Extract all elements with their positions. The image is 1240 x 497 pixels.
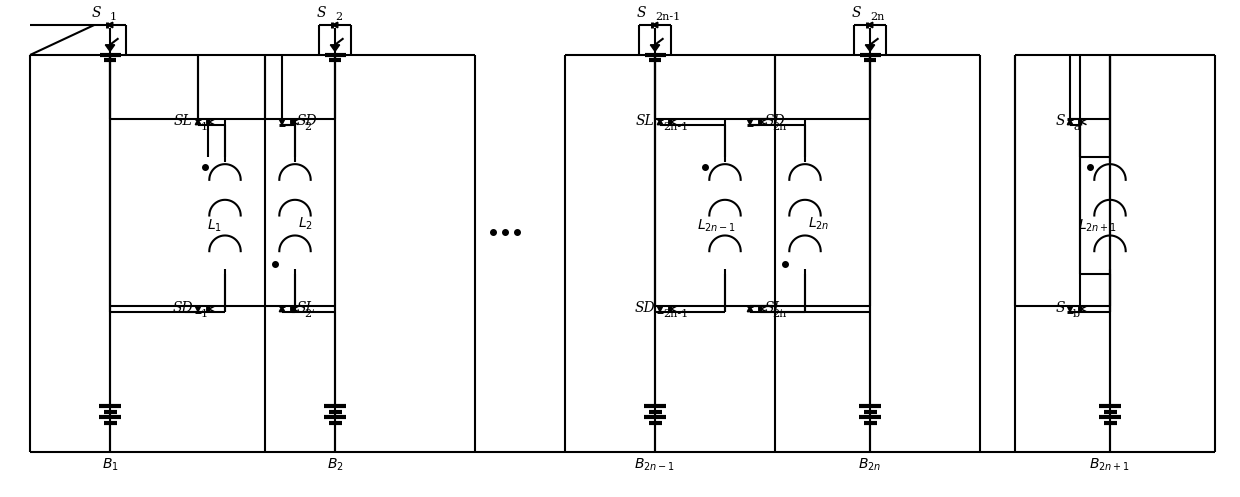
- Text: $L_{1}$: $L_{1}$: [207, 217, 222, 234]
- Text: $B_{2n}$: $B_{2n}$: [858, 457, 882, 474]
- Polygon shape: [196, 119, 201, 125]
- Text: 2n-1: 2n-1: [655, 12, 681, 22]
- Text: 2n: 2n: [870, 12, 884, 22]
- Polygon shape: [748, 306, 753, 312]
- Text: SD: SD: [764, 114, 785, 128]
- Text: 1: 1: [201, 309, 208, 319]
- Text: S: S: [92, 6, 100, 20]
- Text: 2n-1: 2n-1: [663, 309, 688, 319]
- Polygon shape: [1068, 306, 1073, 312]
- Text: $B_2$: $B_2$: [326, 457, 343, 474]
- Text: SL: SL: [174, 114, 192, 128]
- Text: S: S: [316, 6, 326, 20]
- Text: S: S: [636, 6, 646, 20]
- Text: SD: SD: [172, 301, 192, 315]
- Text: 1: 1: [110, 12, 117, 22]
- Text: a: a: [1073, 122, 1080, 132]
- Polygon shape: [105, 45, 114, 51]
- Polygon shape: [657, 306, 662, 312]
- Polygon shape: [107, 22, 113, 28]
- Text: S: S: [1055, 114, 1065, 128]
- Polygon shape: [867, 22, 873, 28]
- Polygon shape: [866, 45, 874, 51]
- Text: 1: 1: [201, 122, 208, 132]
- Text: $L_{2n-1}$: $L_{2n-1}$: [697, 217, 737, 234]
- Polygon shape: [650, 45, 660, 51]
- Text: b: b: [1073, 309, 1080, 319]
- Text: 2n-1: 2n-1: [663, 122, 688, 132]
- Text: SL: SL: [296, 301, 315, 315]
- Text: $B_{2n+1}$: $B_{2n+1}$: [1090, 457, 1131, 474]
- Text: 2: 2: [335, 12, 342, 22]
- Text: S: S: [1055, 301, 1065, 315]
- Polygon shape: [196, 306, 201, 312]
- Polygon shape: [748, 119, 753, 125]
- Polygon shape: [657, 119, 662, 125]
- Text: $B_{2n-1}$: $B_{2n-1}$: [635, 457, 676, 474]
- Text: SD: SD: [634, 301, 655, 315]
- Text: $B_1$: $B_1$: [102, 457, 118, 474]
- Text: SL: SL: [764, 301, 782, 315]
- Text: $L_{2}$: $L_{2}$: [298, 215, 312, 232]
- Polygon shape: [652, 22, 657, 28]
- Text: SL: SL: [636, 114, 655, 128]
- Text: 2n: 2n: [773, 309, 786, 319]
- Text: SD: SD: [296, 114, 316, 128]
- Text: $L_{2n+1}$: $L_{2n+1}$: [1078, 217, 1117, 234]
- Text: S: S: [852, 6, 861, 20]
- Polygon shape: [279, 306, 285, 312]
- Text: 2: 2: [304, 309, 311, 319]
- Text: 2: 2: [304, 122, 311, 132]
- Text: $L_{2n}$: $L_{2n}$: [808, 215, 830, 232]
- Polygon shape: [332, 22, 337, 28]
- Polygon shape: [1068, 119, 1073, 125]
- Polygon shape: [279, 119, 285, 125]
- Text: 2n: 2n: [773, 122, 786, 132]
- Polygon shape: [330, 45, 340, 51]
